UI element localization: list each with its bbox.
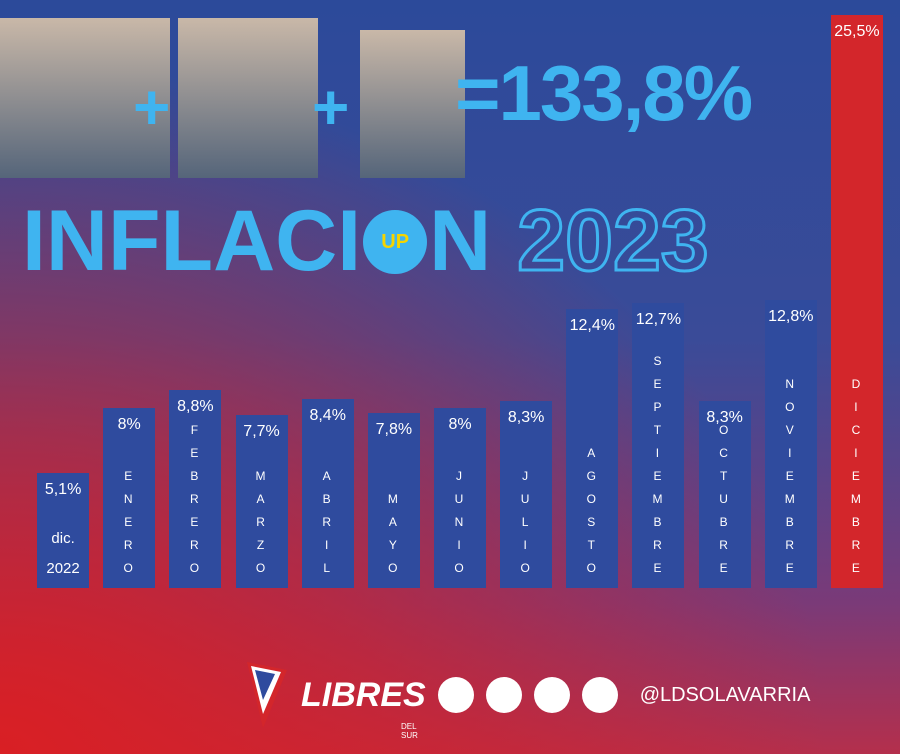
brand: LIBRES bbox=[301, 675, 426, 714]
value-label: 5,1% bbox=[44, 481, 82, 499]
category-label: FEBRERO bbox=[187, 423, 202, 584]
bar bbox=[566, 309, 619, 588]
category-label: MAYO bbox=[385, 492, 400, 584]
category-label: DICIEMBRE bbox=[848, 377, 863, 584]
category-label: SEPTIEMBRE bbox=[650, 354, 665, 584]
value-label: 8% bbox=[448, 416, 472, 434]
value-label: 8,3% bbox=[507, 409, 545, 427]
bar bbox=[37, 473, 90, 588]
title: INFLACI UP N 2023 bbox=[22, 192, 710, 291]
category-label: NOVIEMBRE bbox=[782, 377, 797, 584]
total-headline: =133,8% bbox=[455, 49, 753, 137]
value-label: 12,8% bbox=[768, 308, 814, 326]
handle[interactable]: @LDSOLAVARRIA bbox=[639, 683, 811, 706]
category-label: MARZO bbox=[253, 469, 268, 584]
value-label: 7,7% bbox=[243, 422, 280, 440]
photo bbox=[360, 30, 465, 178]
badge: UP bbox=[363, 209, 428, 274]
photo bbox=[178, 18, 318, 178]
plus-sign: + bbox=[312, 71, 350, 143]
bar bbox=[632, 302, 685, 588]
category-label: JUNIO bbox=[452, 469, 466, 584]
bar bbox=[301, 399, 354, 588]
value-label: 25,5% bbox=[834, 23, 880, 40]
title-start: INFLACI bbox=[22, 193, 362, 289]
photo bbox=[0, 18, 170, 178]
title-end: N bbox=[429, 193, 492, 289]
value-label: 8,8% bbox=[177, 398, 214, 416]
value-label: 8,3% bbox=[706, 409, 743, 427]
category-label: ENERO bbox=[121, 469, 136, 584]
bar bbox=[830, 15, 883, 588]
value-label: 12,4% bbox=[569, 317, 615, 335]
bar bbox=[434, 408, 486, 588]
year: 2023 bbox=[516, 192, 710, 291]
logo bbox=[247, 662, 287, 728]
tiktok-icon[interactable] bbox=[581, 677, 618, 713]
footer: LIBRES DEL SUR @LDSOLAVARRIA bbox=[245, 660, 811, 740]
value-label: 12,7% bbox=[635, 310, 682, 328]
bar bbox=[103, 408, 156, 588]
brand-sub: DEL SUR bbox=[401, 721, 418, 740]
category-label: AGOSTO bbox=[584, 446, 599, 584]
category-label: dic. 2022 bbox=[46, 530, 80, 577]
facebook-icon[interactable] bbox=[437, 677, 474, 713]
bar bbox=[500, 401, 553, 588]
bar bbox=[367, 412, 420, 588]
value-label: 8,4% bbox=[309, 407, 346, 425]
value-label: 7,8% bbox=[375, 420, 413, 438]
plus-sign: + bbox=[133, 71, 171, 143]
instagram-icon[interactable] bbox=[485, 677, 522, 713]
category-label: JULIO bbox=[518, 469, 533, 584]
bar bbox=[169, 390, 222, 588]
category-label: ABRIL bbox=[319, 469, 334, 584]
bar bbox=[698, 401, 751, 588]
x-icon[interactable] bbox=[533, 677, 570, 713]
bar bbox=[235, 414, 288, 588]
bar bbox=[764, 300, 817, 588]
category-label: OCTUBRE bbox=[716, 423, 731, 584]
value-label: 8% bbox=[117, 416, 141, 434]
